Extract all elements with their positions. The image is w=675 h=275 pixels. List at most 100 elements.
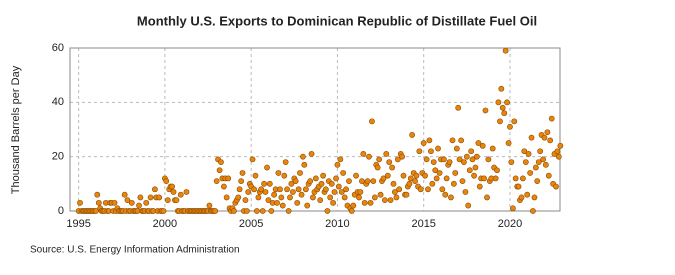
data-point	[206, 202, 213, 209]
data-point	[261, 180, 268, 187]
data-point	[557, 142, 564, 149]
data-point	[456, 156, 463, 163]
data-point	[423, 156, 430, 163]
data-point	[264, 164, 270, 171]
data-point	[143, 199, 150, 206]
data-point	[225, 175, 232, 182]
data-point	[374, 164, 381, 171]
data-point	[279, 202, 286, 209]
data-point	[494, 167, 500, 174]
data-point	[284, 186, 290, 193]
chart-title: Monthly U.S. Exports to Dominican Republ…	[137, 13, 537, 28]
data-point	[95, 199, 102, 206]
data-point	[278, 194, 285, 201]
data-point	[555, 153, 562, 160]
data-point	[156, 194, 163, 201]
data-point	[505, 140, 512, 146]
data-point	[453, 145, 460, 152]
data-point	[407, 175, 414, 182]
data-point	[452, 170, 459, 176]
data-point	[331, 189, 338, 195]
data-point	[160, 208, 167, 214]
data-point	[465, 202, 472, 209]
data-point	[310, 194, 316, 201]
data-point	[328, 180, 335, 187]
data-point	[458, 137, 465, 144]
source-note: Source: U.S. Energy Information Administ…	[30, 245, 240, 256]
data-point	[501, 110, 508, 117]
data-point	[499, 104, 506, 111]
data-point	[485, 156, 492, 163]
data-point	[361, 199, 368, 206]
data-point	[173, 197, 180, 204]
data-point	[459, 178, 466, 185]
data-point	[285, 208, 292, 214]
data-point	[287, 194, 293, 201]
data-point	[340, 170, 347, 176]
data-point	[384, 172, 391, 179]
data-point	[77, 199, 83, 206]
data-point	[297, 170, 303, 176]
data-point	[238, 178, 245, 185]
data-point	[417, 186, 424, 193]
data-point	[413, 172, 420, 179]
data-point	[412, 178, 418, 185]
data-point	[212, 208, 219, 214]
data-point	[223, 194, 230, 201]
data-point	[531, 194, 538, 201]
data-point	[469, 156, 476, 163]
data-point	[428, 148, 434, 155]
data-point	[492, 175, 499, 182]
data-point	[318, 180, 325, 187]
data-point	[262, 189, 269, 195]
data-point	[475, 140, 482, 146]
data-point	[282, 159, 289, 165]
data-point	[369, 118, 375, 125]
data-point	[380, 175, 387, 182]
x-tick-label: 2020	[498, 218, 522, 230]
data-point	[460, 159, 467, 165]
data-point	[242, 197, 249, 204]
data-point	[522, 159, 529, 165]
data-point	[137, 194, 144, 201]
data-point	[367, 199, 374, 206]
data-point	[221, 183, 227, 190]
data-point	[396, 186, 403, 193]
data-point	[324, 208, 331, 214]
data-point	[341, 194, 348, 201]
data-point	[383, 151, 390, 157]
data-point	[544, 129, 551, 136]
data-point	[275, 170, 282, 176]
data-point	[322, 186, 329, 193]
data-point	[484, 194, 490, 201]
data-point	[518, 194, 525, 201]
data-point	[387, 197, 394, 204]
data-point	[320, 172, 327, 179]
data-point	[216, 167, 223, 174]
data-point	[295, 186, 302, 193]
data-point	[253, 208, 260, 214]
data-point	[350, 202, 357, 209]
data-point	[356, 194, 362, 201]
data-point	[265, 197, 272, 204]
data-point	[258, 186, 265, 193]
data-point	[124, 197, 131, 204]
data-point	[554, 148, 561, 155]
data-point	[525, 151, 532, 157]
data-point	[394, 156, 401, 163]
data-point	[399, 153, 406, 160]
data-point	[389, 164, 396, 171]
data-point	[292, 178, 299, 185]
data-point	[472, 164, 479, 171]
data-point	[400, 172, 407, 179]
data-point	[497, 118, 503, 125]
data-point	[213, 178, 220, 185]
data-point	[277, 186, 283, 193]
data-point	[274, 199, 280, 206]
data-point	[498, 85, 505, 92]
data-point	[436, 170, 443, 176]
data-point	[111, 199, 118, 206]
data-point	[353, 172, 359, 179]
data-point	[249, 156, 256, 163]
